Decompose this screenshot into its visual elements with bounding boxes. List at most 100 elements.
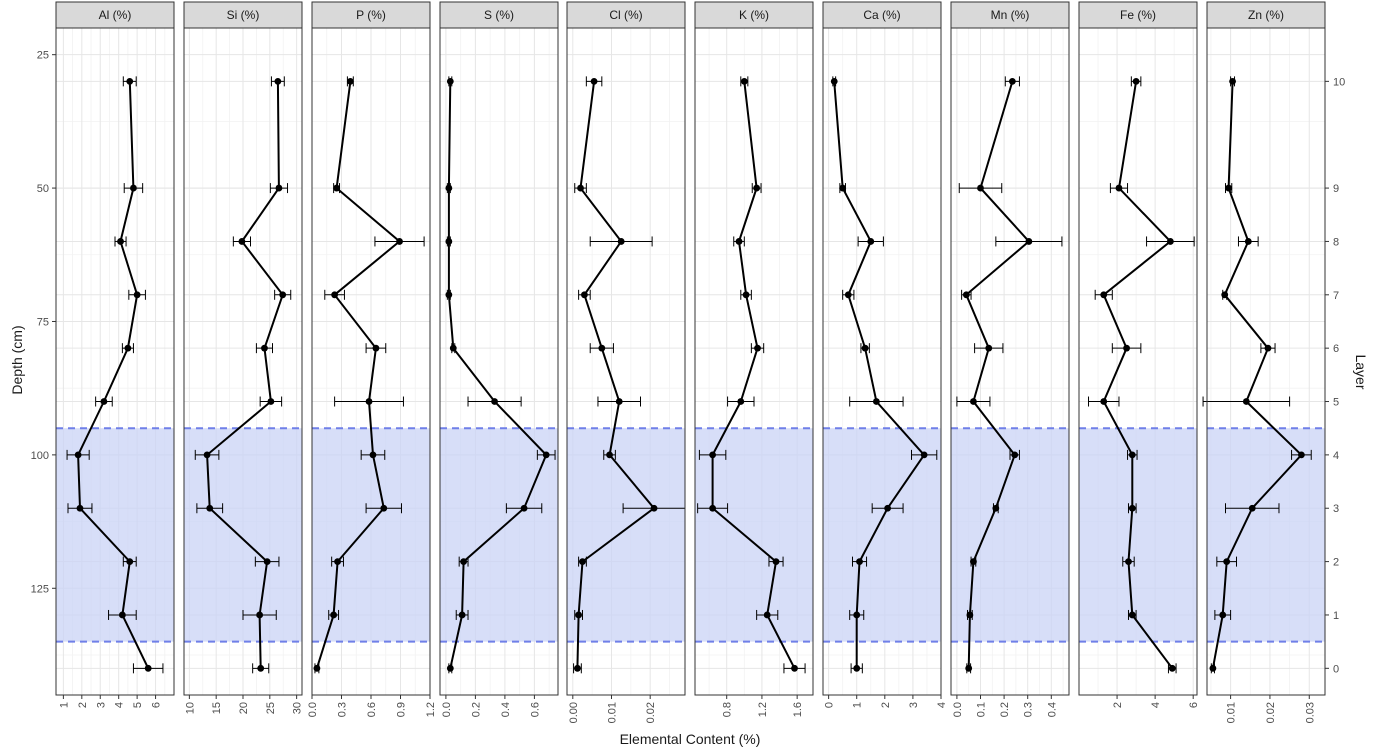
- data-point: [839, 184, 847, 192]
- data-point: [74, 451, 82, 459]
- x-tick-label: 0.00: [568, 702, 580, 723]
- highlight-band: [567, 428, 685, 642]
- facet-strip: [1206, 1, 1326, 29]
- x-tick-label: 0.03: [1304, 702, 1316, 723]
- data-point: [1128, 611, 1136, 619]
- x-tick-label: 15: [211, 702, 223, 714]
- y-tick-label: 125: [31, 583, 49, 595]
- data-point: [1025, 238, 1033, 245]
- y-axis-title: Depth (cm): [9, 325, 25, 394]
- x-tick-label: 1.2: [757, 702, 769, 717]
- x-tick-label: 3: [95, 702, 107, 708]
- data-point: [856, 558, 863, 565]
- panel-border: [55, 27, 175, 696]
- x-tick-label: 10: [184, 702, 196, 714]
- x-tick-label: 0.02: [645, 702, 657, 723]
- y2-tick-label: 5: [1333, 397, 1339, 409]
- panel-border: [1078, 27, 1198, 696]
- data-point: [590, 77, 598, 85]
- y-tick-label: 25: [37, 50, 49, 62]
- data-point: [617, 238, 625, 245]
- data-point: [742, 291, 750, 299]
- data-point: [261, 344, 268, 352]
- data-point: [396, 238, 403, 245]
- y2-tick-label: 0: [1333, 663, 1339, 675]
- data-point: [740, 77, 748, 85]
- data-point: [1123, 344, 1130, 352]
- x-tick-label: 6: [1188, 702, 1200, 708]
- data-point: [853, 611, 861, 619]
- highlight-band: [56, 428, 174, 642]
- highlight-band: [695, 428, 813, 642]
- data-point: [542, 451, 550, 459]
- facet-panel: Mn (%) 0.0 0.1 0.2 0.3 0.4: [950, 1, 1070, 717]
- data-point: [275, 184, 283, 192]
- data-point: [1132, 77, 1140, 85]
- facet-title: S (%): [484, 8, 514, 22]
- data-point: [313, 664, 321, 672]
- x-tick-label: 1: [58, 702, 70, 708]
- x-tick-label: 1.2: [425, 702, 437, 717]
- highlight-band: [951, 428, 1069, 642]
- data-point: [1128, 451, 1136, 459]
- x-tick-label: 5: [132, 702, 144, 708]
- data-point: [369, 451, 377, 459]
- y2-tick-label: 8: [1333, 236, 1339, 248]
- data-point: [1298, 451, 1305, 459]
- depth-axis: 25 50 75 100 125: [31, 50, 56, 595]
- data-point: [144, 664, 152, 672]
- data-point: [334, 558, 341, 565]
- panel-border: [950, 27, 1070, 696]
- data-point: [965, 664, 973, 672]
- data-point: [133, 291, 141, 299]
- data-point: [372, 344, 380, 352]
- facet-panel: Ca (%) 0 1 2 3 4: [822, 1, 948, 708]
- y-tick-label: 100: [31, 450, 49, 462]
- highlight-band: [440, 428, 558, 642]
- highlight-band: [184, 428, 302, 642]
- data-point: [458, 611, 466, 619]
- data-point: [872, 398, 880, 405]
- data-point: [1229, 77, 1236, 85]
- x-tick-label: 20: [238, 702, 250, 714]
- data-point: [579, 558, 586, 565]
- x-tick-label: 3: [908, 702, 920, 708]
- facet-title: Fe (%): [1120, 8, 1156, 22]
- data-point: [126, 77, 134, 85]
- data-point: [1128, 504, 1136, 512]
- data-point: [445, 238, 453, 245]
- facet-strip: [694, 1, 814, 29]
- data-point: [520, 504, 528, 512]
- x-tick-label: 0.02: [1265, 702, 1277, 723]
- x-tick-label: 30: [292, 702, 304, 714]
- data-point: [966, 611, 974, 619]
- data-point: [1008, 77, 1016, 85]
- x-tick-label: 0.0: [307, 702, 319, 717]
- x-tick-label: 0: [824, 702, 836, 708]
- facet-panel: P (%) 0.0 0.3 0.6 0.9 1.2: [307, 1, 437, 717]
- facet-panel: Cl (%) 0.00 0.01 0.02: [566, 1, 686, 723]
- x-tick-label: 0.1: [976, 702, 988, 717]
- data-point: [920, 451, 928, 459]
- facet-strip: [1078, 1, 1198, 29]
- data-point: [460, 558, 467, 565]
- x-tick-label: 25: [265, 702, 277, 714]
- data-point: [1125, 558, 1132, 565]
- data-point: [1221, 291, 1229, 299]
- x-tick-label: 0.6: [529, 702, 541, 717]
- x-tick-label: 0.4: [500, 702, 512, 717]
- facet-panel: Al (%) 1 2 3 4 5 6: [55, 1, 175, 708]
- facet-strip: [55, 1, 175, 29]
- data-point: [737, 398, 745, 405]
- data-point: [124, 344, 132, 352]
- x-tick-label: 0.0: [441, 702, 453, 717]
- facet-title: Zn (%): [1248, 8, 1284, 22]
- highlight-band: [1079, 428, 1197, 642]
- x-tick-label: 4: [1150, 702, 1162, 708]
- data-point: [1100, 398, 1108, 405]
- data-point: [650, 504, 658, 512]
- highlight-band: [312, 428, 430, 642]
- x-tick-label: 4: [114, 702, 126, 708]
- data-point: [257, 664, 265, 672]
